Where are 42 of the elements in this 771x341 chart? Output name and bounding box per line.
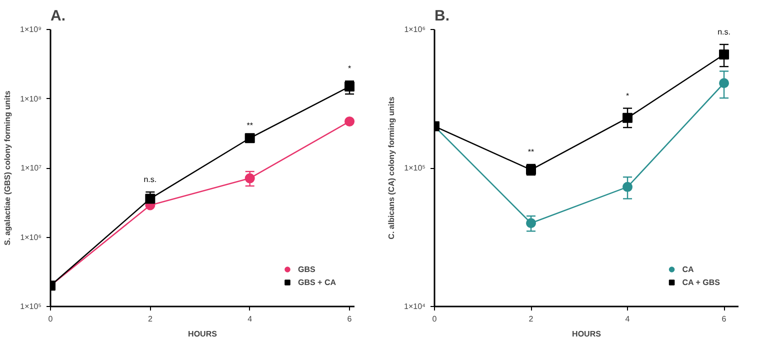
annotation: n.s. bbox=[144, 175, 157, 184]
point bbox=[145, 194, 156, 204]
x-tick-label: 4 bbox=[248, 314, 253, 324]
point bbox=[622, 182, 633, 192]
legend-label: CA + GBS bbox=[682, 278, 720, 286]
y-axis-title: S. agalactiae (GBS) colony forming units bbox=[3, 90, 12, 246]
y-tick-label: 1×10⁹ bbox=[20, 25, 42, 34]
point bbox=[344, 116, 354, 126]
y-tick-label: 1×10⁸ bbox=[20, 94, 42, 104]
x-tick-label: 6 bbox=[347, 314, 352, 324]
point bbox=[244, 173, 255, 184]
x-tick-label: 4 bbox=[625, 314, 630, 324]
annotation: * bbox=[626, 91, 630, 100]
y-tick-label: 1×10⁶ bbox=[404, 25, 426, 34]
y-tick-label: 1×10⁴ bbox=[404, 302, 426, 311]
y-axis-title: C. albicans (CA) colony forming units bbox=[387, 96, 396, 240]
x-tick-label: 2 bbox=[148, 314, 153, 324]
chart-title: A. bbox=[50, 8, 66, 24]
x-tick-label: 2 bbox=[528, 314, 534, 324]
point bbox=[719, 78, 730, 88]
y-tick-label: 1×10⁵ bbox=[20, 302, 42, 311]
x-tick-label: 6 bbox=[722, 314, 727, 324]
x-tick-label: 0 bbox=[432, 314, 438, 324]
legend-label: GBS bbox=[298, 264, 316, 274]
annotation: ** bbox=[528, 147, 534, 156]
point bbox=[719, 49, 730, 60]
y-tick-label: 1×10⁷ bbox=[20, 164, 42, 172]
y-tick-label: 1×10⁵ bbox=[404, 164, 426, 172]
x-axis-title: HOURS bbox=[572, 330, 602, 338]
point bbox=[526, 218, 536, 228]
annotation: ** bbox=[246, 121, 253, 130]
legend-label: GBS + CA bbox=[298, 278, 336, 286]
annotation: * bbox=[348, 64, 352, 74]
x-tick-label: 0 bbox=[48, 314, 54, 324]
annotation: n.s. bbox=[718, 27, 730, 36]
point bbox=[344, 82, 354, 92]
y-tick-label: 1×10⁶ bbox=[20, 232, 42, 242]
x-axis-title: HOURS bbox=[188, 330, 218, 338]
legend-label: CA bbox=[682, 264, 695, 274]
chart-title: B. bbox=[434, 8, 450, 24]
point bbox=[244, 133, 255, 144]
point bbox=[622, 112, 633, 123]
